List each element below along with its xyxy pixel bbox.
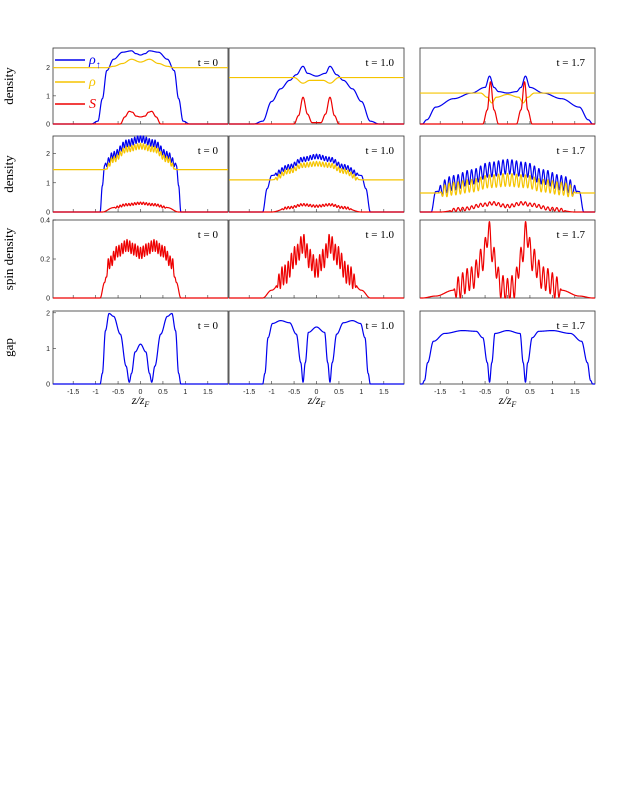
legend-entry: S <box>89 97 96 112</box>
panel-frame <box>52 135 229 213</box>
x-tick-label: 1.5 <box>379 389 389 396</box>
y-tick-label: 0.2 <box>40 257 50 264</box>
panel-r1-c2: t = 1.7 <box>419 135 596 213</box>
y-tick-label: 1 <box>46 93 50 100</box>
panel-r3-c0: 0 1 2 -1.5 -1 -0.5 0 0.5 1 1.5 t = 0 <box>46 310 229 396</box>
time-label: t = 0 <box>198 320 219 332</box>
y-tick-label: 0 <box>46 210 50 217</box>
series-line-S <box>419 81 596 125</box>
panel-r3-c1: -1.5 -1 -0.5 0 0.5 1 1.5 t = 1.0 <box>228 310 405 396</box>
series-line-ρ <box>419 92 596 104</box>
x-tick-label: 1.5 <box>203 389 213 396</box>
time-label: t = 1.7 <box>556 320 585 332</box>
panel-r3-c2: -1.5 -1 -0.5 0 0.5 1 1.5 t = 1.7 <box>419 310 596 396</box>
panel-r1-c1: t = 1.0 <box>228 135 405 213</box>
series-line-S <box>419 201 596 213</box>
x-tick-label: -1.5 <box>67 389 79 396</box>
panel-r2-c2: t = 1.7 <box>419 219 596 299</box>
x-tick-label: -1.5 <box>243 389 255 396</box>
panel-frame <box>419 47 596 125</box>
time-label: t = 1.7 <box>556 145 585 157</box>
row-label-2: spin density <box>1 227 16 290</box>
y-tick-label: 0 <box>46 296 50 303</box>
time-label: t = 0 <box>198 57 219 69</box>
row-label-3: gap <box>1 338 16 357</box>
x-tick-label: 0.5 <box>525 389 535 396</box>
x-tick-label: 0.5 <box>158 389 168 396</box>
time-label: t = 1.0 <box>365 57 394 69</box>
time-label: t = 0 <box>198 229 219 241</box>
x-tick-label: 0 <box>506 389 510 396</box>
panel-r0-c2: t = 1.7 <box>419 47 596 125</box>
time-label: t = 1.0 <box>365 229 394 241</box>
series-line-Δ <box>228 320 405 385</box>
x-tick-label: 1 <box>550 389 554 396</box>
panel-frame <box>228 310 405 385</box>
panel-frame <box>52 310 229 385</box>
y-tick-label: 1 <box>46 346 50 353</box>
x-axis-label: z/zF <box>498 393 517 409</box>
x-tick-label: -0.5 <box>479 389 491 396</box>
panels-group: 0 1 2 t = 0 t = 1.0 t = 1.7 0 1 2 t = 0 t = 1.0 t =… <box>40 47 596 396</box>
time-label: t = 0 <box>198 145 219 157</box>
series-line-ρ <box>228 160 405 181</box>
row-labels-group: density density spin density gap <box>1 67 16 357</box>
series-line-S <box>52 201 229 213</box>
time-label: t = 1.0 <box>365 145 394 157</box>
panel-frame <box>419 310 596 385</box>
series-line-S <box>228 233 405 299</box>
panel-r1-c0: 0 1 2 t = 0 <box>46 135 229 217</box>
x-tick-label: 0.5 <box>334 389 344 396</box>
y-tick-label: 0 <box>46 122 50 129</box>
x-tick-label: -1 <box>93 389 99 396</box>
panel-r2-c0: 0 0.2 0.4 t = 0 <box>40 218 229 303</box>
row-label-1: density <box>1 155 16 193</box>
x-tick-label: 0 <box>139 389 143 396</box>
panel-frame <box>419 219 596 299</box>
panel-r2-c1: t = 1.0 <box>228 219 405 299</box>
y-tick-label: 2 <box>46 310 50 317</box>
series-line-Δ <box>52 312 229 385</box>
x-axis-label: z/zF <box>131 393 150 409</box>
y-tick-label: 2 <box>46 151 50 158</box>
x-tick-label: -1 <box>269 389 275 396</box>
series-line-S <box>228 202 405 213</box>
series-line-S <box>52 110 229 125</box>
panel-frame <box>52 219 229 299</box>
panel-frame <box>228 47 405 125</box>
y-tick-label: 0 <box>46 382 50 389</box>
series-line-ρ↑ <box>419 158 596 213</box>
series-line-ρ <box>52 58 229 69</box>
panel-r0-c1: t = 1.0 <box>228 47 405 125</box>
series-line-ρ <box>228 76 405 84</box>
time-label: t = 1.0 <box>365 320 394 332</box>
series-line-Δ <box>419 329 596 385</box>
series-line-ρ <box>52 142 229 171</box>
legend-entry: ρ <box>88 75 96 90</box>
row-label-0: density <box>1 67 16 105</box>
series-line-S <box>419 221 596 299</box>
y-tick-label: 0.4 <box>40 218 50 225</box>
series-line-S <box>52 238 229 299</box>
x-tick-label: 1 <box>359 389 363 396</box>
series-line-ρ↑ <box>228 65 405 125</box>
series-line-S <box>228 96 405 125</box>
x-tick-label: 1.5 <box>570 389 580 396</box>
series-line-ρ↑ <box>419 75 596 125</box>
time-label: t = 1.7 <box>556 57 585 69</box>
x-tick-label: -1.5 <box>434 389 446 396</box>
x-axis-label: z/zF <box>307 393 326 409</box>
x-tick-label: 1 <box>183 389 187 396</box>
series-line-ρ <box>419 172 596 198</box>
x-tick-label: -1 <box>460 389 466 396</box>
time-label: t = 1.7 <box>556 229 585 241</box>
x-tick-label: 0 <box>315 389 319 396</box>
y-tick-label: 1 <box>46 180 50 187</box>
x-tick-label: -0.5 <box>288 389 300 396</box>
y-tick-label: 2 <box>46 65 50 72</box>
x-tick-label: -0.5 <box>112 389 124 396</box>
